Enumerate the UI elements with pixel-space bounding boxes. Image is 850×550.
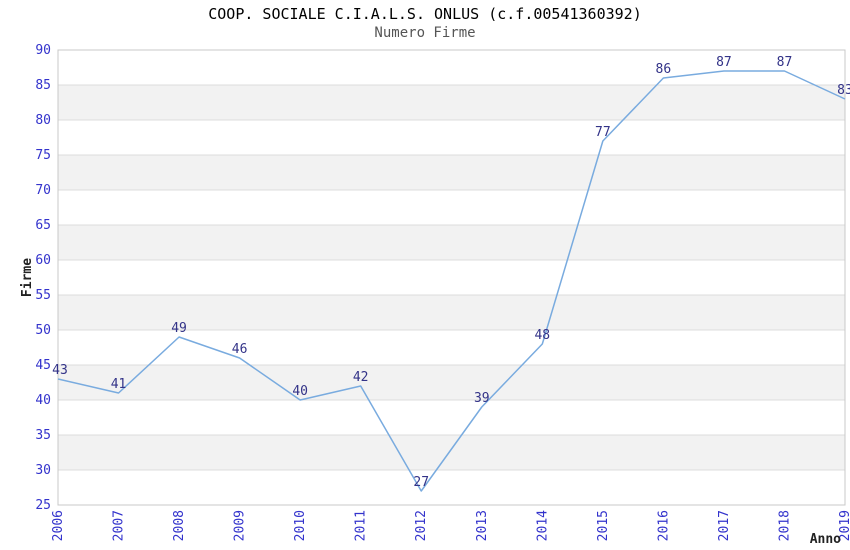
point-label: 42 — [353, 370, 369, 385]
plot-band — [58, 225, 845, 260]
y-tick-label: 25 — [35, 498, 51, 513]
x-tick-label: 2012 — [414, 510, 429, 541]
data-line — [57, 70, 846, 492]
chart-subtitle: Numero Firme — [374, 25, 476, 41]
x-tick-label: 2013 — [475, 510, 490, 541]
point-label: 41 — [111, 377, 127, 392]
x-tick-label: 2015 — [596, 510, 611, 541]
y-tick-label: 35 — [35, 428, 51, 443]
y-tick-label: 70 — [35, 183, 51, 198]
y-tick-label: 90 — [35, 43, 51, 58]
point-label: 48 — [534, 328, 550, 343]
x-tick-label: 2008 — [172, 510, 187, 541]
point-label: 46 — [232, 342, 248, 357]
y-tick-label: 40 — [35, 393, 51, 408]
x-tick-label: 2018 — [777, 510, 792, 541]
x-tick-label: 2006 — [51, 510, 66, 541]
plot-band — [58, 365, 845, 400]
chart-title: COOP. SOCIALE C.I.A.L.S. ONLUS (c.f.0054… — [208, 5, 642, 23]
x-tick-label: 2014 — [535, 510, 550, 541]
x-axis-title: Anno — [810, 532, 841, 547]
plot-border — [57, 49, 846, 506]
x-tick-label: 2010 — [293, 510, 308, 541]
point-label: 77 — [595, 125, 611, 140]
y-tick-label: 75 — [35, 148, 51, 163]
y-tick-label: 65 — [35, 218, 51, 233]
y-tick-label: 85 — [35, 78, 51, 93]
x-tick-label: 2017 — [717, 510, 732, 541]
x-tick-label: 2016 — [656, 510, 671, 541]
y-tick-label: 55 — [35, 288, 51, 303]
x-tick-label: 2007 — [112, 510, 127, 541]
y-tick-label: 80 — [35, 113, 51, 128]
y-axis-title: Firme — [20, 258, 35, 297]
plot-band — [58, 295, 845, 330]
plot-band — [58, 155, 845, 190]
x-tick-label: 2009 — [233, 510, 248, 541]
point-label: 49 — [171, 321, 187, 336]
point-label: 87 — [777, 55, 793, 70]
point-label: 27 — [413, 475, 429, 490]
y-tick-label: 50 — [35, 323, 51, 338]
y-tick-label: 45 — [35, 358, 51, 373]
x-tick-label: 2019 — [838, 510, 850, 541]
point-label: 83 — [837, 83, 850, 98]
y-tick-label: 60 — [35, 253, 51, 268]
x-tick-label: 2011 — [354, 510, 369, 541]
plot-band — [58, 85, 845, 120]
plot-band — [58, 435, 845, 470]
point-label: 39 — [474, 391, 490, 406]
point-label: 86 — [656, 62, 672, 77]
point-label: 43 — [52, 363, 68, 378]
y-tick-label: 30 — [35, 463, 51, 478]
point-label: 87 — [716, 55, 732, 70]
point-label: 40 — [292, 384, 308, 399]
